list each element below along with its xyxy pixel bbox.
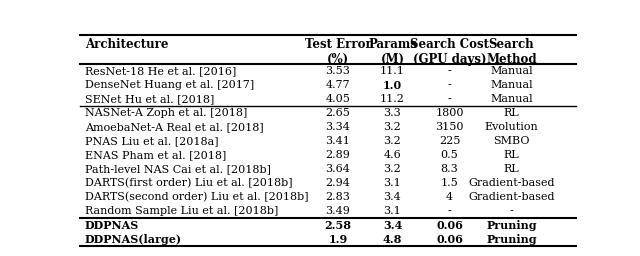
Text: Test Error
(%): Test Error (%) [305, 38, 371, 66]
Text: 3150: 3150 [435, 122, 464, 132]
Text: -: - [509, 206, 513, 216]
Text: Pruning: Pruning [486, 234, 537, 245]
Text: Gradient-based: Gradient-based [468, 178, 555, 188]
Text: Search Cost
(GPU days): Search Cost (GPU days) [410, 38, 489, 66]
Text: 4.6: 4.6 [383, 150, 401, 160]
Text: Manual: Manual [490, 94, 533, 104]
Text: 3.64: 3.64 [326, 164, 350, 174]
Text: 3.49: 3.49 [326, 206, 350, 216]
Text: Random Sample Liu et al. [2018b]: Random Sample Liu et al. [2018b] [85, 206, 278, 216]
Text: 2.89: 2.89 [326, 150, 350, 160]
Text: 0.5: 0.5 [441, 150, 458, 160]
Text: AmoebaNet-A Real et al. [2018]: AmoebaNet-A Real et al. [2018] [85, 122, 264, 132]
Text: -: - [447, 66, 451, 76]
Text: 4.8: 4.8 [383, 234, 402, 245]
Text: RL: RL [504, 164, 519, 174]
Text: Params
(M): Params (M) [368, 38, 417, 66]
Text: RL: RL [504, 150, 519, 160]
Text: 0.06: 0.06 [436, 220, 463, 231]
Text: 3.2: 3.2 [383, 122, 401, 132]
Text: 4.05: 4.05 [326, 94, 350, 104]
Text: Evolution: Evolution [484, 122, 538, 132]
Text: 3.1: 3.1 [383, 178, 401, 188]
Text: Path-level NAS Cai et al. [2018b]: Path-level NAS Cai et al. [2018b] [85, 164, 271, 174]
Text: 3.34: 3.34 [326, 122, 350, 132]
Text: 3.41: 3.41 [326, 136, 350, 146]
Text: 11.2: 11.2 [380, 94, 405, 104]
Text: 1.9: 1.9 [328, 234, 348, 245]
Text: 3.4: 3.4 [383, 192, 401, 202]
Text: 3.2: 3.2 [383, 136, 401, 146]
Text: Search
Method: Search Method [486, 38, 537, 66]
Text: 1800: 1800 [435, 108, 464, 118]
Text: DDPNAS(large): DDPNAS(large) [85, 234, 182, 245]
Text: ENAS Pham et al. [2018]: ENAS Pham et al. [2018] [85, 150, 227, 160]
Text: 0.06: 0.06 [436, 234, 463, 245]
Text: 3.3: 3.3 [383, 108, 401, 118]
Text: 3.53: 3.53 [326, 66, 350, 76]
Text: 3.1: 3.1 [383, 206, 401, 216]
Text: 1.0: 1.0 [383, 80, 402, 91]
Text: SENet Hu et al. [2018]: SENet Hu et al. [2018] [85, 94, 214, 104]
Text: DARTS(first order) Liu et al. [2018b]: DARTS(first order) Liu et al. [2018b] [85, 178, 292, 188]
Text: Gradient-based: Gradient-based [468, 192, 555, 202]
Text: 2.65: 2.65 [326, 108, 350, 118]
Text: ResNet-18 He et al. [2016]: ResNet-18 He et al. [2016] [85, 66, 236, 76]
Text: -: - [447, 94, 451, 104]
Text: 3.2: 3.2 [383, 164, 401, 174]
Text: 225: 225 [439, 136, 460, 146]
Text: -: - [447, 206, 451, 216]
Text: -: - [447, 80, 451, 90]
Text: Manual: Manual [490, 66, 533, 76]
Text: SMBO: SMBO [493, 136, 530, 146]
Text: Architecture: Architecture [85, 38, 168, 51]
Text: 2.94: 2.94 [326, 178, 350, 188]
Text: 1.5: 1.5 [441, 178, 458, 188]
Text: 4.77: 4.77 [326, 80, 350, 90]
Text: PNAS Liu et al. [2018a]: PNAS Liu et al. [2018a] [85, 136, 219, 146]
Text: 2.58: 2.58 [324, 220, 351, 231]
Text: 3.4: 3.4 [383, 220, 402, 231]
Text: DARTS(second order) Liu et al. [2018b]: DARTS(second order) Liu et al. [2018b] [85, 192, 308, 202]
Text: 4: 4 [446, 192, 453, 202]
Text: DDPNAS: DDPNAS [85, 220, 140, 231]
Text: 8.3: 8.3 [441, 164, 458, 174]
Text: 11.1: 11.1 [380, 66, 405, 76]
Text: Pruning: Pruning [486, 220, 537, 231]
Text: NASNet-A Zoph et al. [2018]: NASNet-A Zoph et al. [2018] [85, 108, 247, 118]
Text: DenseNet Huang et al. [2017]: DenseNet Huang et al. [2017] [85, 80, 254, 90]
Text: RL: RL [504, 108, 519, 118]
Text: Manual: Manual [490, 80, 533, 90]
Text: 2.83: 2.83 [326, 192, 350, 202]
